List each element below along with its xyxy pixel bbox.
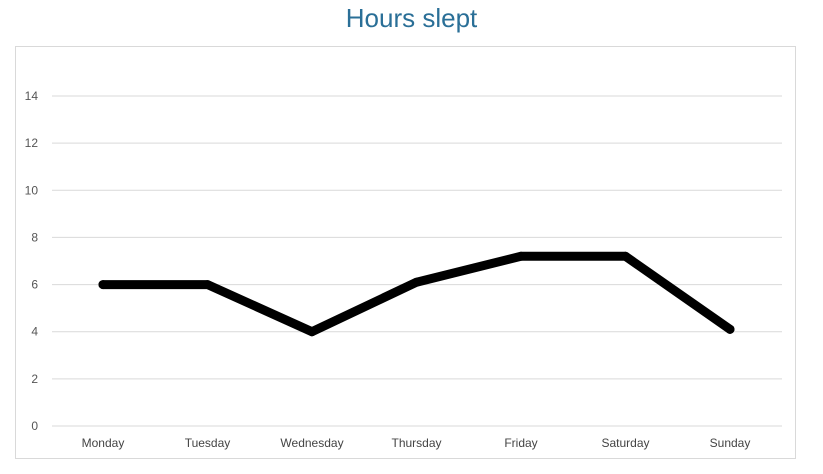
y-tick-label: 8 (31, 230, 38, 244)
data-point (99, 280, 108, 289)
x-tick-label: Monday (82, 436, 125, 450)
series-line (103, 256, 730, 331)
y-tick-label: 2 (31, 372, 38, 386)
y-tick-label: 10 (25, 183, 39, 197)
gridlines (52, 96, 782, 426)
y-tick-label: 6 (31, 278, 38, 292)
y-tick-label: 4 (31, 325, 38, 339)
x-axis-ticks: Monday Tuesday Wednesday Thursday Friday Satu… (82, 436, 751, 450)
x-tick-label: Friday (504, 436, 537, 450)
data-point (621, 252, 630, 261)
y-tick-label: 14 (25, 89, 39, 103)
x-tick-label: Saturday (601, 436, 649, 450)
data-point (726, 325, 735, 334)
data-point (308, 327, 317, 336)
x-tick-label: Sunday (710, 436, 751, 450)
y-axis-ticks: 0 2 4 6 8 10 12 14 (25, 89, 39, 433)
y-tick-label: 0 (31, 419, 38, 433)
data-point (203, 280, 212, 289)
data-point (412, 278, 421, 287)
x-tick-label: Wednesday (280, 436, 343, 450)
y-tick-label: 12 (25, 136, 39, 150)
data-point (517, 252, 526, 261)
series-layer (99, 252, 735, 336)
x-tick-label: Thursday (391, 436, 441, 450)
x-tick-label: Tuesday (185, 436, 231, 450)
